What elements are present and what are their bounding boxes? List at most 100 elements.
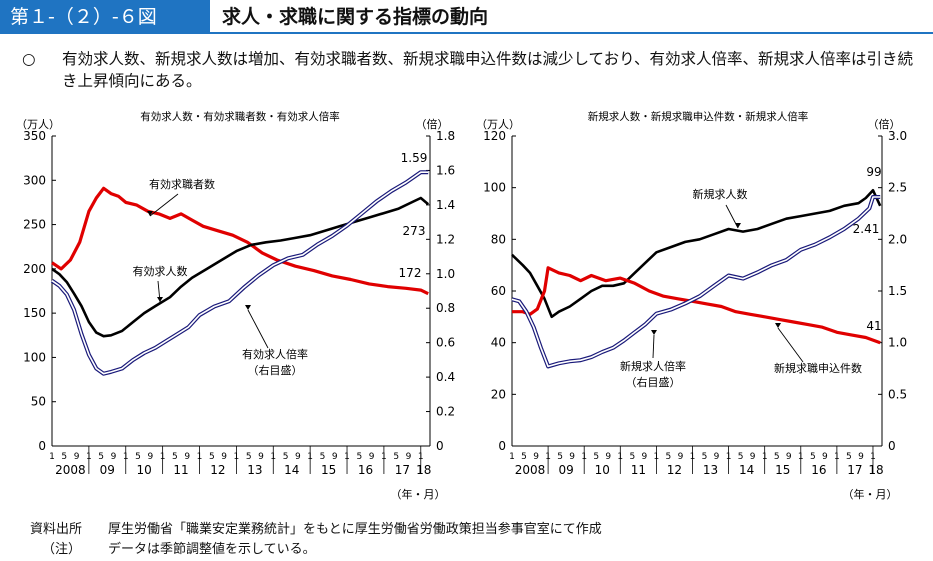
left-tick-label: 100 <box>483 181 506 195</box>
year-label: 11 <box>631 463 646 477</box>
month-tick-label: 5 <box>135 452 141 462</box>
month-tick-label: 9 <box>605 452 611 462</box>
leader-line <box>149 193 179 217</box>
month-tick-label: 9 <box>786 452 792 462</box>
month-tick-label: 5 <box>172 452 178 462</box>
left-tick-label: 0 <box>498 439 506 453</box>
data-label: 41 <box>866 319 881 333</box>
month-tick-label: 9 <box>369 452 375 462</box>
year-label: 14 <box>284 463 299 477</box>
leader-line <box>652 334 655 359</box>
x-axis-label: （年・月） <box>843 487 898 501</box>
series-annotation: 新規求人倍率 <box>620 359 686 373</box>
leader-arrow <box>651 330 657 335</box>
left-tick-label: 100 <box>23 350 46 364</box>
year-label: 16 <box>811 463 826 477</box>
year-label: 2008 <box>515 463 546 477</box>
month-tick-label: 9 <box>822 452 828 462</box>
month-tick-label: 5 <box>702 452 708 462</box>
left-tick-label: 200 <box>23 262 46 276</box>
series-line <box>50 170 429 376</box>
series-annotation: 新規求人数 <box>693 187 748 201</box>
x-axis-label: （年・月） <box>391 487 446 501</box>
year-label: 09 <box>100 463 115 477</box>
series-line <box>51 196 430 338</box>
footer: 資料出所 厚生労働省「職業安定業務統計」をもとに厚生労働省労働政策担当参事官室にて… <box>30 520 602 560</box>
month-tick-label: 9 <box>714 452 720 462</box>
figure-title: 求人・求職に関する指標の動向 <box>222 6 489 28</box>
month-tick-label: 5 <box>738 452 744 462</box>
month-tick-label: 5 <box>356 452 362 462</box>
right-tick-label: 2.5 <box>888 181 907 195</box>
right-tick-label: 0.5 <box>888 387 907 401</box>
chart-new: 新規求人数・新規求職申込件数・新規求人倍率（万人） （倍）020406080100… <box>476 110 907 501</box>
month-tick-label: 9 <box>533 452 539 462</box>
series-annotation: 有効求人倍率 <box>242 347 308 361</box>
leader-arrow <box>157 297 163 302</box>
series-line <box>512 266 881 345</box>
chart-effective: 有効求人数・有効求職者数・有効求人倍率（万人） （倍）05010015020025… <box>16 110 455 501</box>
right-tick-label: 1.5 <box>888 284 907 298</box>
right-tick-label: 1.2 <box>436 232 455 246</box>
right-tick-label: 0.2 <box>436 405 455 419</box>
right-tick-label: 0 <box>436 439 444 453</box>
month-tick-label: 5 <box>846 452 852 462</box>
series-annotation: （右目盛） <box>626 375 681 389</box>
right-tick-label: 1.4 <box>436 198 455 212</box>
year-label: 10 <box>137 463 152 477</box>
source-label: 資料出所 <box>30 522 83 537</box>
month-tick-label: 9 <box>332 452 338 462</box>
month-tick-label: 5 <box>61 452 67 462</box>
right-axis-unit: （倍） <box>868 117 901 131</box>
source-text: 厚生労働省「職業安定業務統計」をもとに厚生労働省労働政策担当参事官室にて作成 <box>108 522 602 537</box>
data-label: 1.59 <box>401 151 428 165</box>
month-tick-label: 5 <box>283 452 289 462</box>
left-tick-label: 350 <box>23 129 46 143</box>
right-tick-label: 0.4 <box>436 370 455 384</box>
year-label: 17 <box>395 463 410 477</box>
data-label: 99 <box>866 165 881 179</box>
month-tick-label: 9 <box>858 452 864 462</box>
right-tick-label: 1.6 <box>436 163 455 177</box>
header-rule <box>210 32 933 34</box>
month-tick-label: 9 <box>678 452 684 462</box>
month-tick-label: 9 <box>569 452 575 462</box>
series-line <box>511 195 881 369</box>
right-tick-label: 1.0 <box>888 336 907 350</box>
summary-bullet: ○ <box>22 50 36 68</box>
left-tick-label: 300 <box>23 173 46 187</box>
month-tick-label: 9 <box>641 452 647 462</box>
left-axis-unit: （万人） <box>476 118 520 131</box>
series-line-core <box>511 196 881 368</box>
year-label: 10 <box>595 463 610 477</box>
year-label: 16 <box>358 463 373 477</box>
data-label: 172 <box>399 266 422 280</box>
right-axis-unit: （倍） <box>416 117 449 131</box>
right-tick-label: 1.0 <box>436 267 455 281</box>
year-label: 14 <box>739 463 754 477</box>
month-tick-label: 9 <box>221 452 227 462</box>
left-tick-label: 20 <box>491 387 506 401</box>
leader-arrow <box>735 223 741 228</box>
chart-title: 有効求人数・有効求職者数・有効求人倍率 <box>140 110 340 123</box>
data-label: 2.41 <box>853 222 880 236</box>
month-tick-label: 5 <box>320 452 326 462</box>
data-label: 273 <box>403 224 426 238</box>
year-label: 12 <box>667 463 682 477</box>
summary-text: 有効求人数、新規求人数は増加、有効求職者数、新規求職申込件数は減少しており、有効… <box>62 50 913 90</box>
figure-header: 第１-（２）-６図 求人・求職に関する指標の動向 <box>0 0 933 36</box>
left-tick-label: 50 <box>31 395 46 409</box>
year-label: 09 <box>559 463 574 477</box>
right-tick-label: 3.0 <box>888 129 907 143</box>
month-tick-label: 9 <box>750 452 756 462</box>
note-text: データは季節調整値を示している。 <box>108 542 316 557</box>
series-line <box>511 189 882 319</box>
month-tick-label: 1 <box>509 452 515 462</box>
year-label: 17 <box>847 463 862 477</box>
series-annotation: 有効求職者数 <box>149 177 215 191</box>
right-tick-label: 0 <box>888 439 896 453</box>
month-tick-label: 5 <box>209 452 215 462</box>
month-tick-label: 5 <box>393 452 399 462</box>
right-tick-label: 0.8 <box>436 301 455 315</box>
month-tick-label: 9 <box>74 452 80 462</box>
